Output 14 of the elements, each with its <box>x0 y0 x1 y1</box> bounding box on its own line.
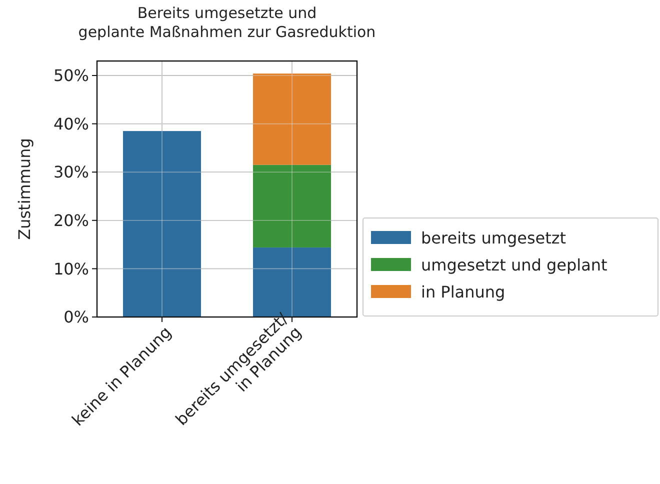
legend-label: in Planung <box>421 282 506 302</box>
bar <box>123 131 201 317</box>
legend-label: bereits umgesetzt <box>421 228 566 248</box>
bar <box>253 74 331 165</box>
y-tick-label: 30% <box>53 162 89 182</box>
y-tick-label: 20% <box>53 210 89 230</box>
y-tick-label: 40% <box>53 114 89 134</box>
y-tick-label: 10% <box>53 259 89 278</box>
y-tick-label: 50% <box>53 66 89 86</box>
chart-title: Bereits umgesetzte und geplante Maßnahmen zur Gasreduktion <box>78 4 376 41</box>
legend-label: umgesetzt und geplant <box>421 256 608 275</box>
y-axis-title: Zustimmung <box>15 138 34 240</box>
y-tick-label: 0% <box>64 308 89 327</box>
bar <box>253 164 331 248</box>
